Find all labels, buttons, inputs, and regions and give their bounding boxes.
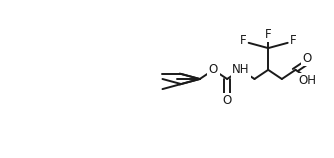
- Text: OH: OH: [298, 74, 316, 87]
- Text: F: F: [265, 28, 272, 41]
- Text: O: O: [222, 94, 232, 107]
- Text: O: O: [209, 63, 218, 76]
- Text: NH: NH: [232, 63, 249, 76]
- Text: F: F: [290, 34, 297, 47]
- Text: F: F: [239, 34, 246, 47]
- Text: O: O: [303, 52, 312, 65]
